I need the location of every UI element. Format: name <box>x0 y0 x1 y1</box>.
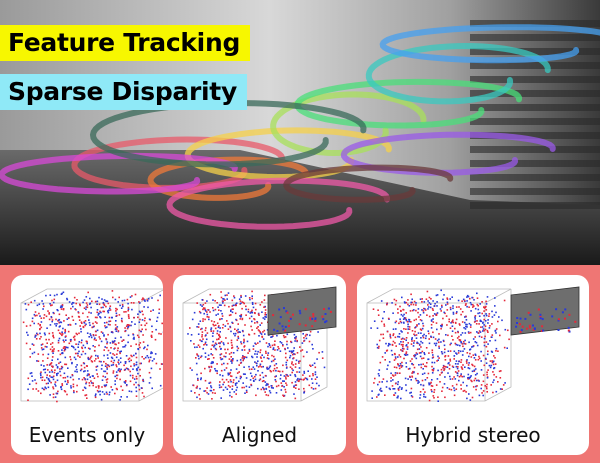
feature-track <box>294 78 522 129</box>
window-blinds <box>470 20 600 209</box>
feature-track <box>365 42 551 105</box>
intensity-frame-inset <box>267 286 337 336</box>
feature-track <box>89 99 367 168</box>
feature-track <box>379 24 600 64</box>
comparison-panels: Events only Aligned Hybrid stereo <box>0 265 600 463</box>
panel-hybrid-stereo: Hybrid stereo <box>357 275 589 455</box>
panel-events-only: Events only <box>11 275 163 455</box>
sparse-disparity-label: Sparse Disparity <box>0 74 247 110</box>
feature-tracking-label: Feature Tracking <box>0 25 251 61</box>
tracking-scene: Feature Tracking Sparse Disparity <box>0 0 600 265</box>
panel-aligned: Aligned <box>173 275 346 455</box>
intensity-frame-inset <box>510 286 580 336</box>
feature-track <box>270 91 427 157</box>
feature-track <box>340 131 556 176</box>
volume-box <box>20 288 163 402</box>
feature-track <box>283 164 454 203</box>
panel-caption: Aligned <box>221 423 298 447</box>
event-cloud <box>366 286 580 402</box>
feature-track <box>0 152 238 195</box>
event-cloud <box>182 286 337 402</box>
panel-caption: Hybrid stereo <box>405 423 541 447</box>
scene-image <box>0 0 600 265</box>
feature-tracks <box>0 24 600 230</box>
panel-caption: Events only <box>28 423 146 447</box>
feature-track <box>166 177 390 230</box>
event-cloud <box>20 288 163 403</box>
